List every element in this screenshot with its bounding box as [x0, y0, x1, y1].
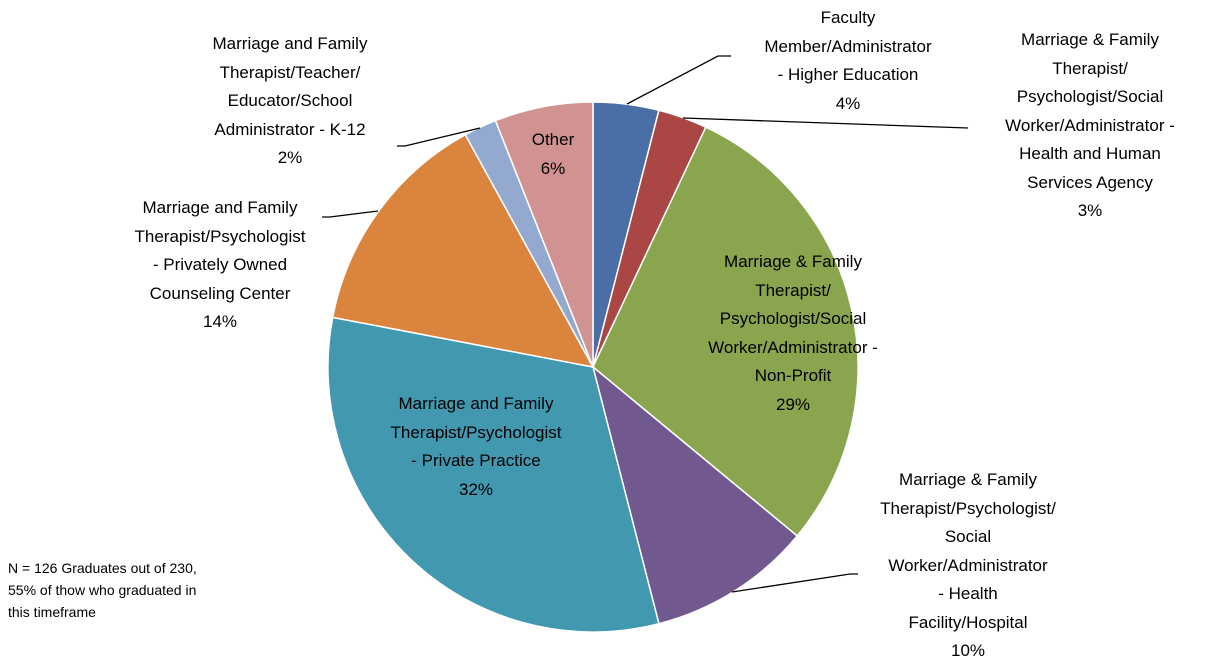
- pie-slice: [591, 364, 799, 625]
- category-label: Marriage & Family Therapist/ Psychologis…: [1005, 30, 1175, 192]
- leader-line: [626, 55, 731, 105]
- value-label: 6%: [540, 158, 566, 178]
- value-label: 29%: [775, 394, 811, 414]
- value-label: 3%: [1077, 201, 1103, 220]
- pie-slice: [494, 101, 594, 368]
- value-label: 14%: [202, 312, 238, 331]
- leader-line: [322, 210, 379, 218]
- annotation: N = 126 Graduates out of 230, 55% of tho…: [8, 560, 197, 620]
- value-label: 4%: [835, 93, 861, 113]
- slice-label: Marriage and Family Therapist/Psychologi…: [95, 194, 345, 337]
- category-label: Marriage and Family Therapist/Psychologi…: [390, 394, 562, 470]
- slice-label: Marriage and Family Therapist/Teacher/ E…: [170, 30, 410, 173]
- category-label: Faculty Member/Administrator - Higher Ed…: [764, 8, 932, 84]
- value-label: 2%: [277, 148, 303, 167]
- pie-slice: [331, 133, 595, 369]
- slice-label: Faculty Member/Administrator - Higher Ed…: [723, 4, 973, 118]
- category-label: Marriage & Family Therapist/ Psychologis…: [708, 252, 878, 385]
- category-label: Marriage & Family Therapist/Psychologist…: [880, 470, 1056, 632]
- slice-label: Other 6%: [513, 126, 593, 183]
- slice-label: Marriage & Family Therapist/ Psychologis…: [965, 26, 1215, 226]
- pie-slice: [327, 316, 660, 633]
- leader-line: [397, 127, 481, 147]
- leader-line: [682, 117, 969, 129]
- slice-label: Marriage and Family Therapist/Psychologi…: [351, 390, 601, 504]
- slice-label: Marriage & Family Therapist/ Psychologis…: [678, 248, 908, 419]
- category-label: Marriage and Family Therapist/Teacher/ E…: [212, 34, 368, 139]
- category-label: Marriage and Family Therapist/Psychologi…: [134, 198, 306, 303]
- pie-slice: [592, 126, 859, 537]
- category-label: Other: [531, 130, 575, 149]
- slice-label: Marriage & Family Therapist/Psychologist…: [843, 466, 1093, 666]
- value-label: 10%: [950, 641, 986, 660]
- value-label: 32%: [458, 479, 494, 499]
- leader-line: [731, 573, 858, 593]
